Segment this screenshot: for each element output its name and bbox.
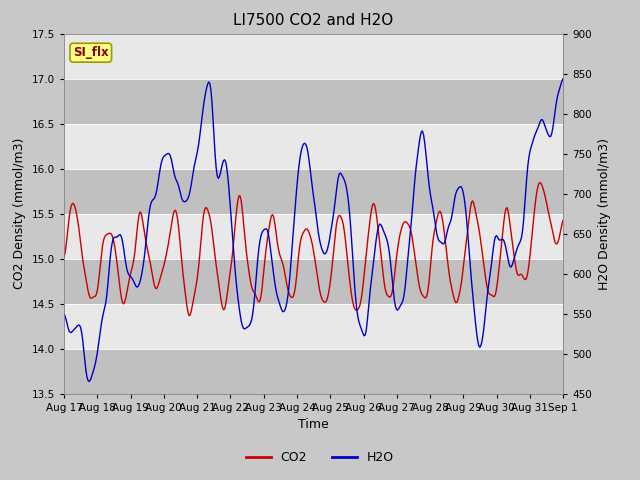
Bar — [64, 259, 563, 303]
Bar — [64, 168, 563, 214]
Bar — [64, 214, 563, 259]
Bar — [64, 348, 563, 394]
Legend: CO2, H2O: CO2, H2O — [241, 446, 399, 469]
Bar — [64, 34, 563, 79]
Y-axis label: CO2 Density (mmol/m3): CO2 Density (mmol/m3) — [13, 138, 26, 289]
X-axis label: Time: Time — [298, 418, 329, 431]
Title: LI7500 CO2 and H2O: LI7500 CO2 and H2O — [234, 13, 394, 28]
Bar — [64, 123, 563, 168]
Text: SI_flx: SI_flx — [73, 46, 109, 59]
Y-axis label: H2O Density (mmol/m3): H2O Density (mmol/m3) — [598, 138, 611, 289]
Bar — [64, 303, 563, 348]
Bar — [64, 79, 563, 123]
